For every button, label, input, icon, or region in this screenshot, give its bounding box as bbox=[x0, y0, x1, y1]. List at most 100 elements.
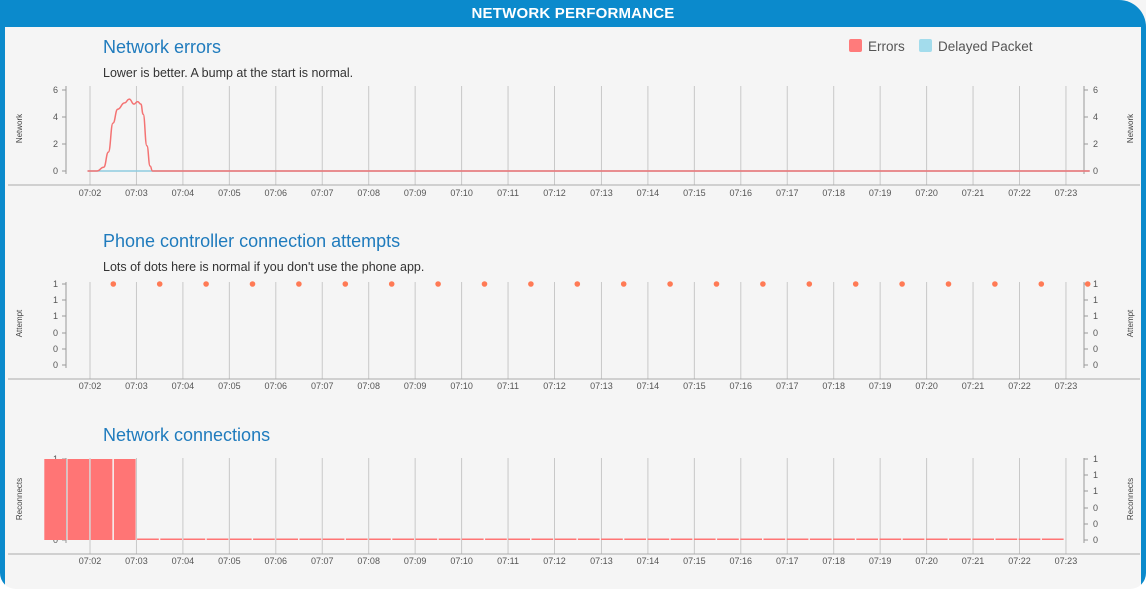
x-tick-label: 07:19 bbox=[869, 556, 892, 566]
y-tick-label: 0 bbox=[53, 166, 58, 176]
x-tick-label: 07:20 bbox=[915, 556, 938, 566]
chart-title: Network connections bbox=[103, 425, 270, 445]
x-tick-label: 07:14 bbox=[637, 381, 660, 391]
x-tick-label: 07:20 bbox=[915, 188, 938, 198]
x-tick-label: 07:12 bbox=[543, 556, 566, 566]
x-tick-label: 07:05 bbox=[218, 556, 241, 566]
legend-swatch-errors bbox=[849, 39, 862, 52]
attempt-point bbox=[992, 281, 998, 287]
y-tick-label: 0 bbox=[53, 344, 58, 354]
x-tick-label: 07:05 bbox=[218, 381, 241, 391]
reconnect-bar bbox=[902, 538, 925, 540]
x-tick-label: 07:12 bbox=[543, 381, 566, 391]
x-tick-label: 07:21 bbox=[962, 381, 985, 391]
attempt-point bbox=[1038, 281, 1045, 287]
panel-border-left bbox=[0, 27, 5, 589]
x-tick-label: 07:02 bbox=[79, 381, 102, 391]
attempt-point bbox=[899, 281, 905, 287]
attempt-point bbox=[574, 281, 581, 287]
reconnect-bar bbox=[369, 538, 391, 540]
x-tick-label: 07:09 bbox=[404, 188, 427, 198]
attempt-point bbox=[203, 281, 209, 287]
chart-legend: Errors Delayed Packet bbox=[849, 39, 1033, 54]
y-tick-label: 6 bbox=[1093, 85, 1098, 95]
x-tick-label: 07:18 bbox=[822, 188, 845, 198]
reconnect-bar bbox=[485, 538, 507, 540]
y-tick-label: 4 bbox=[53, 112, 58, 122]
attempt-point bbox=[481, 281, 488, 287]
y-axis-title-right: Network bbox=[1126, 113, 1135, 143]
reconnect-bar bbox=[67, 459, 90, 540]
panel-header: NETWORK PERFORMANCE bbox=[0, 0, 1146, 27]
x-tick-label: 07:15 bbox=[683, 556, 706, 566]
x-tick-label: 07:23 bbox=[1055, 381, 1078, 391]
legend-label-delayed[interactable]: Delayed Packet bbox=[938, 39, 1033, 54]
panel-border-right bbox=[1141, 27, 1146, 589]
x-tick-label: 07:21 bbox=[962, 188, 985, 198]
x-tick-label: 07:13 bbox=[590, 188, 613, 198]
x-tick-label: 07:16 bbox=[730, 381, 753, 391]
y-tick-label: 1 bbox=[1093, 311, 1098, 321]
reconnect-bar bbox=[972, 538, 994, 540]
x-tick-label: 07:04 bbox=[172, 188, 195, 198]
reconnect-bar bbox=[949, 538, 971, 540]
reconnect-bar bbox=[554, 538, 577, 540]
x-tick-label: 07:18 bbox=[822, 381, 845, 391]
y-axis-title-left: Reconnects bbox=[15, 478, 24, 520]
reconnect-bar bbox=[879, 538, 902, 540]
x-tick-label: 07:19 bbox=[869, 381, 892, 391]
y-tick-label: 0 bbox=[1093, 503, 1098, 513]
chart-subtitle: Lower is better. A bump at the start is … bbox=[103, 66, 353, 80]
x-tick-label: 07:09 bbox=[404, 556, 427, 566]
x-tick-label: 07:20 bbox=[915, 381, 938, 391]
y-tick-label: 1 bbox=[1093, 295, 1098, 305]
x-tick-label: 07:13 bbox=[590, 556, 613, 566]
network-connections-chart: Network connections 000000111111Reconnec… bbox=[8, 425, 1140, 566]
attempt-point bbox=[249, 281, 256, 287]
reconnect-bar bbox=[415, 538, 438, 540]
x-tick-label: 07:10 bbox=[450, 188, 473, 198]
y-tick-label: 1 bbox=[1093, 279, 1098, 289]
attempt-point bbox=[110, 281, 117, 287]
reconnect-bar bbox=[670, 538, 693, 540]
y-tick-label: 1 bbox=[1093, 470, 1098, 480]
reconnect-bar bbox=[647, 538, 670, 540]
attempt-point bbox=[620, 281, 627, 287]
x-tick-label: 07:07 bbox=[311, 556, 334, 566]
reconnect-bar bbox=[90, 459, 113, 540]
attempt-point bbox=[945, 281, 952, 287]
y-tick-label: 4 bbox=[1093, 112, 1098, 122]
attempt-point bbox=[296, 281, 302, 287]
reconnect-bar bbox=[624, 538, 646, 540]
attempt-point bbox=[388, 281, 395, 287]
x-tick-label: 07:02 bbox=[79, 556, 102, 566]
y-tick-label: 0 bbox=[53, 360, 58, 370]
y-tick-label: 0 bbox=[1093, 328, 1098, 338]
network-errors-chart: Network errors Lower is better. A bump a… bbox=[8, 37, 1140, 198]
x-tick-label: 07:02 bbox=[79, 188, 102, 198]
reconnect-bar bbox=[392, 538, 414, 540]
y-tick-label: 1 bbox=[53, 295, 58, 305]
y-axis-title-right: Attempt bbox=[1126, 309, 1135, 337]
reconnect-bar bbox=[508, 538, 530, 540]
x-tick-label: 07:05 bbox=[218, 188, 241, 198]
reconnect-bar bbox=[577, 538, 600, 540]
x-tick-label: 07:08 bbox=[357, 188, 380, 198]
reconnect-bar bbox=[1018, 538, 1041, 540]
x-tick-label: 07:15 bbox=[683, 381, 706, 391]
attempt-point bbox=[713, 281, 720, 287]
reconnect-bar bbox=[253, 538, 275, 540]
x-tick-label: 07:14 bbox=[637, 556, 660, 566]
y-tick-label: 0 bbox=[53, 328, 58, 338]
legend-label-errors[interactable]: Errors bbox=[868, 39, 905, 54]
x-tick-label: 07:23 bbox=[1055, 556, 1078, 566]
reconnect-bar bbox=[137, 538, 159, 540]
x-tick-label: 07:10 bbox=[450, 381, 473, 391]
y-tick-label: 2 bbox=[1093, 139, 1098, 149]
attempt-point bbox=[156, 281, 163, 287]
reconnect-bar bbox=[995, 538, 1018, 540]
reconnect-bar bbox=[229, 538, 252, 540]
reconnect-bar bbox=[322, 538, 345, 540]
attempt-point bbox=[435, 281, 441, 287]
